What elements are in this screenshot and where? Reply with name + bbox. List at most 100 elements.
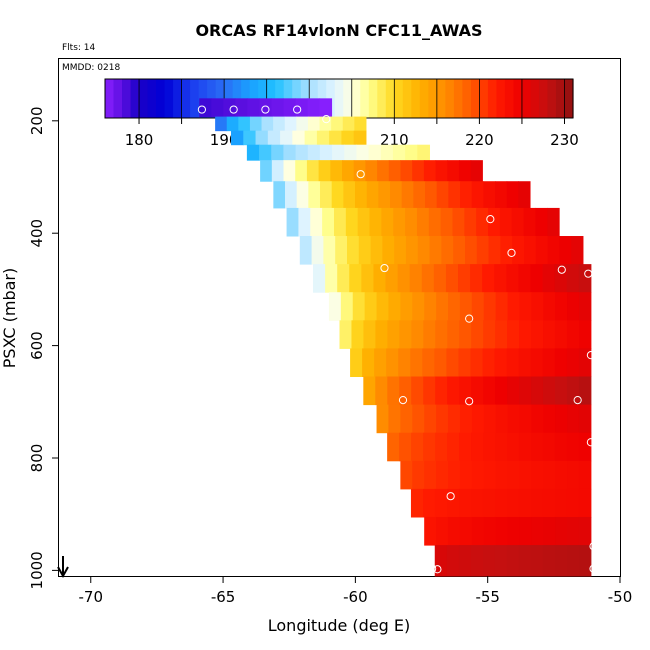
colorbar-swatch — [445, 79, 455, 118]
heatmap-cell — [459, 516, 473, 546]
heatmap-cell — [506, 488, 520, 518]
heatmap-cell — [559, 236, 572, 265]
heatmap-cell — [447, 292, 461, 321]
heatmap-cell — [506, 264, 519, 293]
heatmap-cell — [578, 376, 592, 406]
sample-point — [293, 105, 302, 114]
heatmap-cell — [223, 98, 236, 118]
heatmap-cell — [411, 432, 424, 462]
heatmap-cell — [399, 376, 412, 406]
heatmap-cell — [422, 348, 435, 378]
heatmap-cell — [411, 320, 424, 349]
heatmap-cell — [483, 320, 496, 349]
heatmap-cell — [446, 545, 460, 577]
heatmap-cell — [471, 320, 484, 349]
heatmap-cell — [554, 320, 568, 349]
heatmap-cell — [410, 348, 423, 378]
heatmap-cell — [512, 236, 525, 265]
heatmap-cell — [322, 207, 335, 237]
heatmap-cell — [495, 460, 509, 490]
sample-point — [465, 397, 474, 406]
heatmap-cell — [578, 488, 592, 518]
heatmap-cell — [271, 160, 285, 182]
heatmap-cell — [377, 160, 390, 182]
sample-point — [380, 263, 389, 273]
heatmap-cell — [567, 404, 580, 434]
heatmap-cell — [447, 376, 460, 406]
heatmap-cell — [567, 460, 580, 490]
heatmap-cell — [412, 160, 425, 182]
colorbar-swatch — [564, 79, 574, 118]
heatmap-cell — [363, 320, 376, 349]
heatmap-cell — [292, 130, 306, 146]
heatmap-cell — [459, 460, 473, 490]
heatmap-cell — [483, 404, 497, 434]
heatmap-cell — [471, 292, 485, 321]
heatmap-cell — [567, 292, 580, 321]
heatmap-cell — [531, 404, 544, 434]
heatmap-cell — [283, 98, 296, 118]
sample-point — [573, 396, 582, 405]
heatmap-cell — [387, 320, 400, 349]
heatmap-cell — [392, 144, 406, 161]
heatmap-cell — [507, 320, 520, 349]
colorbar-swatch — [504, 79, 515, 118]
heatmap-cell — [543, 516, 556, 546]
heatmap-cell — [476, 236, 490, 265]
heatmap-cell — [459, 292, 473, 321]
colorbar-swatch — [547, 79, 557, 118]
heatmap-cell — [578, 432, 592, 462]
heatmap-cell — [453, 236, 466, 265]
heatmap-cell — [215, 116, 228, 132]
heatmap-cell — [283, 160, 296, 182]
heatmap-cell — [567, 516, 580, 546]
heatmap-cell — [247, 98, 260, 118]
x-axis-label: Longitude (deg E) — [268, 616, 411, 635]
heatmap-cell — [421, 264, 435, 293]
heatmap-cell — [331, 116, 344, 132]
sample-point — [589, 542, 598, 551]
heatmap-cell — [495, 376, 508, 406]
heatmap-cell — [386, 348, 399, 378]
colorbar-swatch — [351, 79, 361, 118]
sample-point — [197, 105, 206, 114]
heatmap-cell — [410, 488, 424, 518]
sample-point — [229, 105, 238, 114]
heatmap-cell — [555, 404, 568, 434]
heatmap-cell — [518, 348, 532, 378]
heatmap-cell — [259, 144, 272, 161]
heatmap-cell — [246, 144, 260, 161]
heatmap-cell — [353, 130, 367, 146]
heatmap-cell — [375, 376, 388, 406]
heatmap-cell — [296, 181, 309, 209]
colorbar-swatch — [479, 79, 489, 118]
colorbar-swatch — [113, 79, 123, 118]
heatmap-cell — [535, 236, 549, 265]
heatmap-cell — [356, 144, 370, 161]
colorbar-swatch — [555, 79, 566, 118]
heatmap-cell — [434, 348, 447, 378]
heatmap-cell — [506, 348, 520, 378]
heatmap-cell — [506, 181, 519, 209]
heatmap-cell — [376, 404, 389, 434]
heatmap-cell — [470, 545, 484, 577]
heatmap-cell — [566, 432, 580, 462]
heatmap-cell — [417, 236, 431, 265]
colorbar-swatch — [462, 79, 472, 118]
heatmap-cell — [554, 432, 568, 462]
sample-point — [428, 564, 437, 573]
heatmap-cell — [400, 460, 413, 490]
heatmap-cell — [578, 264, 592, 293]
heatmap-cell — [308, 181, 321, 209]
colorbar-swatch — [334, 79, 344, 118]
heatmap-cell — [507, 292, 520, 321]
heatmap-cell — [405, 144, 418, 161]
sample-point — [398, 396, 408, 405]
heatmap-cell — [366, 181, 379, 209]
heatmap-cell — [495, 292, 509, 321]
heatmap-cell — [494, 488, 508, 518]
y-tick-label: 800 — [28, 444, 46, 473]
heatmap-cell — [295, 160, 308, 182]
heatmap-cell — [482, 264, 495, 293]
